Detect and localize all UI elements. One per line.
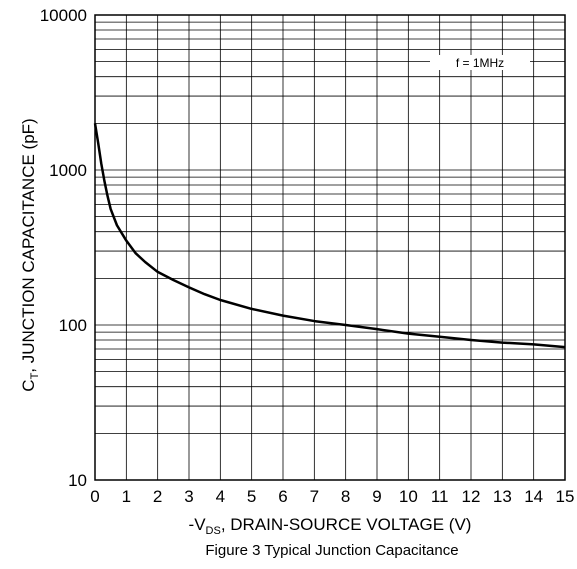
y-tick-labels: 10 100 1000 10000 (40, 6, 87, 490)
annotation-box (430, 55, 530, 70)
x-tick-label: 4 (216, 487, 225, 506)
figure-caption: Figure 3 Typical Junction Capacitance (205, 542, 458, 559)
x-tick-label: 2 (153, 487, 162, 506)
y-tick-label: 100 (59, 316, 87, 335)
x-tick-label: 15 (556, 487, 575, 506)
x-tick-label: 7 (310, 487, 319, 506)
y-tick-label: 10 (68, 471, 87, 490)
x-tick-label: 1 (122, 487, 131, 506)
annotation-frequency: f = 1MHz (456, 56, 504, 70)
y-axis-label: CT, JUNCTION CAPACITANCE (pF) (19, 118, 41, 391)
x-tick-label: 0 (90, 487, 99, 506)
x-tick-label: 10 (399, 487, 418, 506)
x-tick-label: 9 (372, 487, 381, 506)
x-tick-label: 5 (247, 487, 256, 506)
x-tick-label: 12 (462, 487, 481, 506)
x-tick-label: 14 (524, 487, 543, 506)
series-line-capacitance (93, 123, 566, 349)
plot-frame (94, 14, 566, 481)
y-tick-label: 10000 (40, 6, 87, 25)
x-tick-label: 13 (493, 487, 512, 506)
x-tick-label: 11 (431, 487, 449, 506)
y-tick-label: 1000 (49, 161, 87, 180)
x-tick-label: 6 (278, 487, 287, 506)
x-tick-labels: 0 1 2 3 4 5 6 7 8 9 10 11 12 13 14 15 (90, 487, 574, 506)
x-axis-label: -VDS, DRAIN-SOURCE VOLTAGE (V) (189, 515, 472, 537)
x-tick-label: 8 (341, 487, 350, 506)
grid-lines (95, 15, 565, 480)
x-tick-label: 3 (184, 487, 193, 506)
